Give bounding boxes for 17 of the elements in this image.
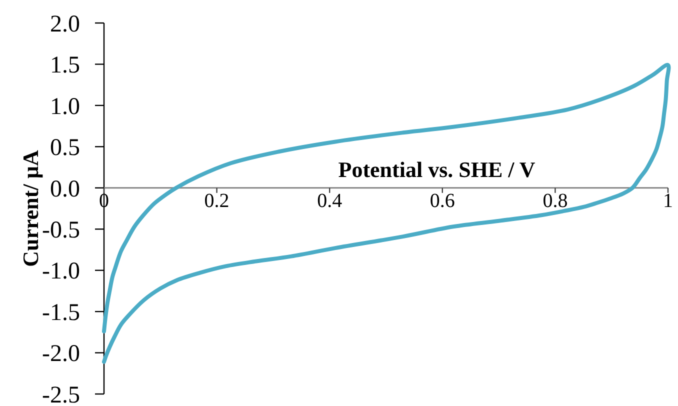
y-tick-label: 1.0	[50, 94, 80, 120]
y-tick-label: -1.0	[42, 258, 80, 285]
x-tick-label: 0.4	[317, 190, 342, 212]
x-tick-label: 1	[663, 190, 673, 212]
y-tick-label: 2.0	[50, 11, 80, 38]
x-tick-label: 0.2	[204, 190, 230, 212]
y-tick-label: -1.5	[42, 300, 80, 326]
y-axis-title: Current/ µA	[18, 150, 43, 267]
x-tick-label: 0.6	[430, 190, 455, 212]
y-tick-label: -0.5	[42, 218, 80, 244]
y-tick-label: 1.5	[50, 52, 80, 79]
y-tick-label: -2.5	[42, 382, 80, 406]
y-tick-label: 0.0	[50, 176, 80, 202]
y-tick-label: 0.5	[50, 135, 80, 162]
x-tick-label: 0.8	[542, 190, 568, 212]
y-tick-label: -2.0	[42, 341, 80, 368]
x-axis-title: Potential vs. SHE / V	[338, 156, 536, 182]
